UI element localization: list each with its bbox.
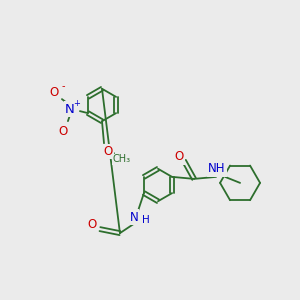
Text: O: O xyxy=(103,145,112,158)
Text: O: O xyxy=(174,150,184,164)
Text: CH₃: CH₃ xyxy=(113,154,131,164)
Text: N: N xyxy=(65,103,75,116)
Text: O: O xyxy=(49,85,58,99)
Text: H: H xyxy=(142,215,150,225)
Text: N: N xyxy=(130,211,138,224)
Text: NH: NH xyxy=(208,162,226,176)
Text: -: - xyxy=(61,81,65,91)
Text: +: + xyxy=(74,99,80,108)
Text: O: O xyxy=(87,218,97,231)
Text: O: O xyxy=(58,124,68,138)
